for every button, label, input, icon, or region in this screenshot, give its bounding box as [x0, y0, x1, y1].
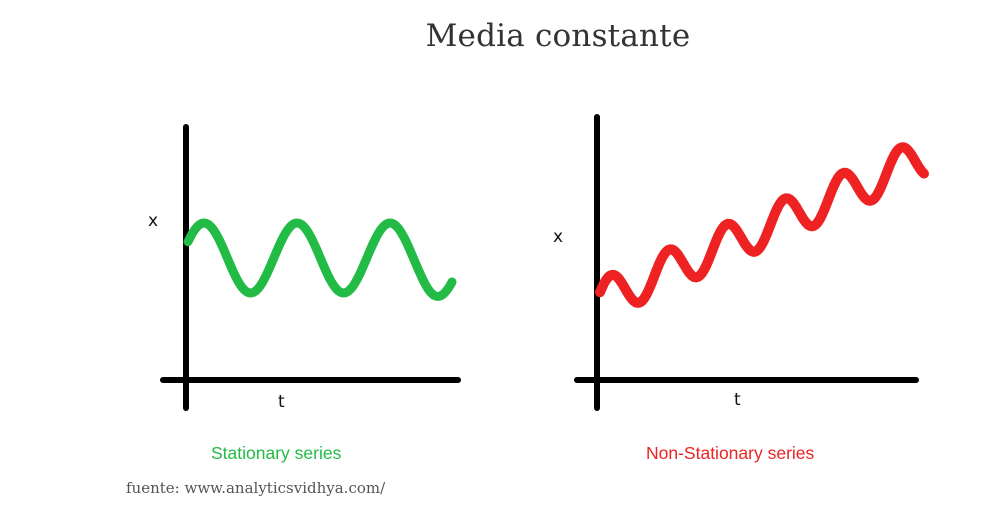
stationary-caption: Stationary series	[211, 443, 342, 463]
stationary-panel: x t	[148, 124, 461, 412]
stationary-t-label: t	[278, 392, 285, 412]
stationary-x-label: x	[148, 211, 158, 231]
non-stationary-x-label: x	[553, 227, 563, 247]
non-stationary-t-label: t	[734, 390, 741, 410]
non-stationary-caption: Non-Stationary series	[646, 443, 815, 463]
stationary-series-line	[183, 218, 457, 301]
non-stationary-panel: x t	[553, 114, 929, 411]
source-credit: fuente: www.analyticsvidhya.com/	[126, 479, 386, 497]
page-title: Media constante	[425, 18, 691, 54]
non-stationary-series-line	[595, 142, 929, 308]
